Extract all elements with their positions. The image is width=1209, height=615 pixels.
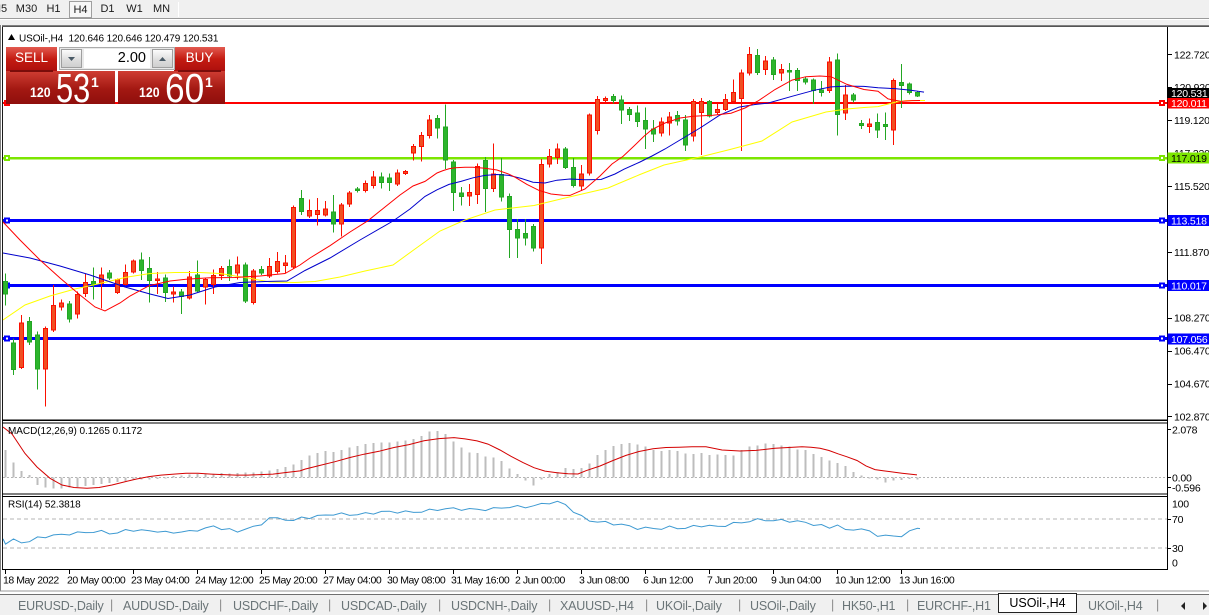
svg-text:110.017: 110.017 <box>1171 280 1207 292</box>
svg-text:7 Jun 20:00: 7 Jun 20:00 <box>707 575 758 587</box>
svg-text:119.120: 119.120 <box>1174 115 1209 127</box>
svg-text:18 May 2022: 18 May 2022 <box>3 575 59 587</box>
svg-text:10 Jun 12:00: 10 Jun 12:00 <box>835 575 891 587</box>
svg-text:107.056: 107.056 <box>1171 334 1208 346</box>
svg-text:0: 0 <box>1172 557 1178 569</box>
svg-text:MACD(12,26,9) 0.1265 0.1172: MACD(12,26,9) 0.1265 0.1172 <box>8 426 143 437</box>
svg-text:113.518: 113.518 <box>1171 215 1207 227</box>
svg-text:3 Jun 08:00: 3 Jun 08:00 <box>579 575 630 587</box>
svg-text:30: 30 <box>1172 543 1184 555</box>
svg-text:23 May 04:00: 23 May 04:00 <box>131 575 190 587</box>
svg-text:-0.596: -0.596 <box>1172 482 1201 494</box>
svg-text:USOil-,H4 120.646 120.646 120: USOil-,H4 120.646 120.646 120.479 120.53… <box>19 34 219 45</box>
svg-text:106.470: 106.470 <box>1174 346 1209 358</box>
svg-text:117.019: 117.019 <box>1171 153 1207 165</box>
svg-text:111.870: 111.870 <box>1174 247 1209 259</box>
svg-text:120.011: 120.011 <box>1171 98 1207 110</box>
svg-text:122.720: 122.720 <box>1174 49 1209 61</box>
svg-text:27 May 04:00: 27 May 04:00 <box>323 575 382 587</box>
svg-text:100: 100 <box>1172 498 1189 510</box>
svg-text:24 May 12:00: 24 May 12:00 <box>195 575 254 587</box>
svg-text:120.531: 120.531 <box>1171 88 1208 100</box>
svg-text:6 Jun 12:00: 6 Jun 12:00 <box>643 575 694 587</box>
svg-text:25 May 20:00: 25 May 20:00 <box>259 575 318 587</box>
svg-text:115.520: 115.520 <box>1174 181 1209 193</box>
svg-text:102.870: 102.870 <box>1174 411 1209 423</box>
svg-text:2.078: 2.078 <box>1172 424 1198 436</box>
svg-text:31 May 16:00: 31 May 16:00 <box>451 575 510 587</box>
svg-text:9 Jun 04:00: 9 Jun 04:00 <box>771 575 822 587</box>
svg-text:20 May 00:00: 20 May 00:00 <box>67 575 126 587</box>
svg-text:RSI(14) 52.3818: RSI(14) 52.3818 <box>8 500 81 511</box>
svg-text:104.670: 104.670 <box>1174 379 1209 391</box>
svg-text:0.00: 0.00 <box>1172 472 1192 484</box>
svg-text:30 May 08:00: 30 May 08:00 <box>387 575 446 587</box>
svg-text:108.270: 108.270 <box>1174 313 1209 325</box>
svg-text:13 Jun 16:00: 13 Jun 16:00 <box>899 575 955 587</box>
svg-text:70: 70 <box>1172 514 1184 526</box>
svg-text:2 Jun 00:00: 2 Jun 00:00 <box>515 575 566 587</box>
